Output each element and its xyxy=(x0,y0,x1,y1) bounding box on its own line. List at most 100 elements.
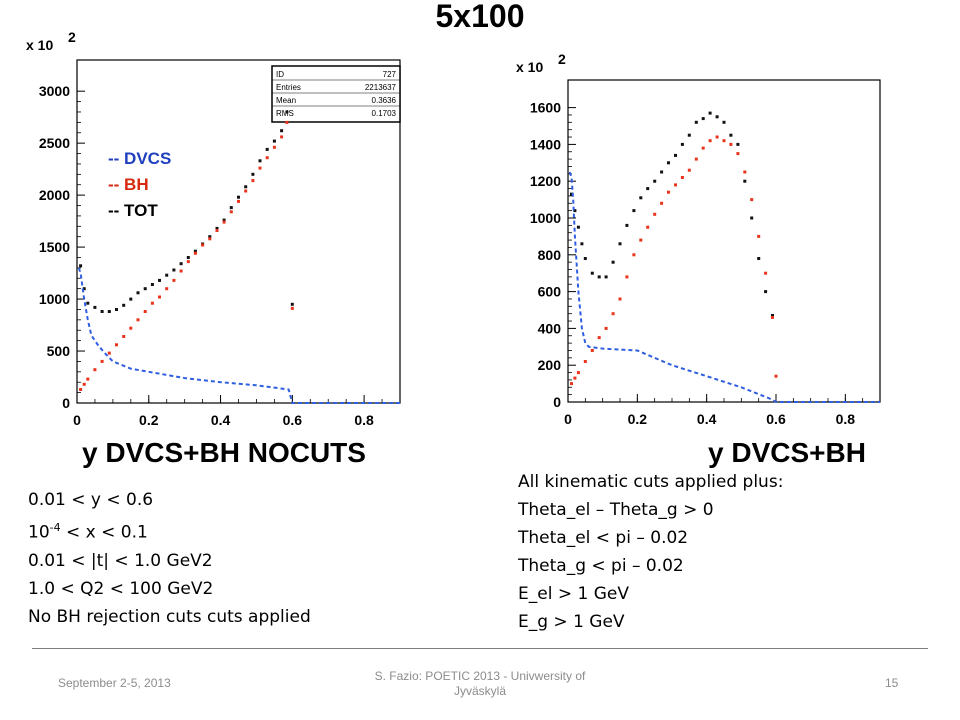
stats-value: 0.1703 xyxy=(372,109,397,118)
x-tick-label: 0.2 xyxy=(139,412,159,428)
data-point-tot xyxy=(244,185,248,189)
data-point-bh xyxy=(100,359,104,363)
y-multiplier-label: x 10 xyxy=(516,59,543,75)
y-tick-label: 400 xyxy=(538,320,562,336)
data-point-tot xyxy=(208,235,212,239)
data-point-bh xyxy=(774,374,778,378)
data-point-bh xyxy=(722,139,726,143)
legend: -- DVCS -- BH -- TOT xyxy=(108,146,171,224)
data-point-tot xyxy=(265,147,269,151)
data-point-bh xyxy=(280,135,284,139)
data-point-tot xyxy=(632,209,636,213)
data-point-bh xyxy=(757,234,761,238)
note-line: No BH rejection cuts cuts applied xyxy=(28,606,311,627)
y-multiplier-exponent: 2 xyxy=(68,29,76,45)
stats-value: 0.3636 xyxy=(372,96,397,105)
data-point-tot xyxy=(215,226,219,230)
series-line-dvcs xyxy=(568,171,880,403)
data-point-tot xyxy=(750,216,754,220)
data-point-tot xyxy=(285,110,289,114)
note-line: 0.01 < y < 0.6 xyxy=(28,490,154,510)
data-point-bh xyxy=(667,190,670,194)
data-point-tot xyxy=(251,172,255,176)
x-tick-label: 0.6 xyxy=(766,411,786,427)
data-point-tot xyxy=(573,209,577,213)
x-axis-label: y DVCS+BH xyxy=(708,437,866,468)
plot-frame xyxy=(567,79,881,403)
data-point-tot xyxy=(736,142,740,146)
data-point-bh xyxy=(172,278,176,282)
data-point-bh xyxy=(639,238,643,242)
data-point-tot xyxy=(646,187,650,191)
data-point-bh xyxy=(201,243,205,247)
x-tick-label: 0.6 xyxy=(283,412,303,428)
stats-label: RMS xyxy=(276,109,294,118)
footer-page-number: 15 xyxy=(885,676,899,690)
notes-right: All kinematic cuts applied plus: Theta_e… xyxy=(518,468,783,636)
data-point-bh xyxy=(285,120,289,124)
data-point-bh xyxy=(680,176,684,179)
data-point-tot xyxy=(590,271,594,275)
data-point-bh xyxy=(107,351,111,355)
data-point-bh xyxy=(660,201,664,205)
stats-label: Entries xyxy=(276,83,301,92)
x-tick-label: 0 xyxy=(73,412,81,428)
y-tick-label: 1400 xyxy=(530,136,561,152)
data-point-bh xyxy=(208,237,212,241)
data-point-bh xyxy=(743,170,747,174)
data-point-bh xyxy=(86,377,90,381)
legend-item-bh: -- BH xyxy=(108,175,149,194)
data-point-tot xyxy=(639,196,643,200)
note-x-base: 10 xyxy=(28,522,50,543)
data-point-tot xyxy=(611,260,615,264)
data-point-tot xyxy=(136,291,140,295)
data-point-tot xyxy=(618,242,622,246)
data-point-bh xyxy=(143,310,147,313)
data-point-bh xyxy=(625,275,629,279)
data-point-bh xyxy=(193,251,197,255)
data-point-tot xyxy=(115,308,118,311)
legend-item-tot: -- TOT xyxy=(108,201,158,220)
y-tick-label: 3000 xyxy=(39,83,70,99)
data-point-bh xyxy=(150,301,154,305)
stats-value: 727 xyxy=(383,70,397,79)
y-tick-label: 1000 xyxy=(39,291,70,307)
legend-item-dvcs: -- DVCS xyxy=(108,149,172,168)
data-point-tot xyxy=(729,133,733,137)
data-point-bh xyxy=(611,312,615,316)
plot-nocuts: 0 500 1000 1500 2000 2500 3000 0 0.2 0.4 0.6 0.8 x 1… xyxy=(26,29,401,468)
data-point-bh xyxy=(750,198,754,202)
data-point-tot xyxy=(82,287,86,291)
data-point-tot xyxy=(715,115,719,119)
data-point-bh xyxy=(729,142,733,146)
data-point-tot xyxy=(604,275,608,279)
data-point-tot xyxy=(694,120,698,124)
x-axis-label: y DVCS+BH NOCUTS xyxy=(82,437,366,468)
data-point-bh xyxy=(715,135,719,139)
data-point-tot xyxy=(580,242,584,246)
notes-left: 0.01 < y < 0.6 10-4 < x < 0.1 0.01 < |t|… xyxy=(28,486,311,631)
data-point-tot xyxy=(93,305,97,309)
data-point-tot xyxy=(186,256,190,259)
data-point-bh xyxy=(258,166,262,170)
y-tick-label: 2000 xyxy=(39,187,70,203)
note-line: E_el > 1 GeV xyxy=(518,584,629,604)
data-point-tot xyxy=(722,120,726,124)
data-point-bh xyxy=(272,145,276,149)
data-point-tot xyxy=(570,192,573,196)
y-multiplier-exponent: 2 xyxy=(558,51,566,67)
data-point-bh xyxy=(179,269,183,273)
stats-box xyxy=(271,65,401,123)
data-point-bh xyxy=(136,318,140,322)
note-line: Theta_g < pi – 0.02 xyxy=(518,556,684,576)
data-point-bh xyxy=(708,139,712,143)
data-point-bh xyxy=(570,382,573,386)
data-point-tot xyxy=(237,195,240,199)
data-point-tot xyxy=(258,159,262,163)
note-line: Theta_el < pi – 0.02 xyxy=(518,528,689,548)
data-point-bh xyxy=(129,326,133,330)
data-point-bh xyxy=(771,315,774,319)
data-point-tot xyxy=(701,117,705,121)
data-point-tot xyxy=(222,218,226,222)
y-tick-label: 0 xyxy=(62,395,70,411)
